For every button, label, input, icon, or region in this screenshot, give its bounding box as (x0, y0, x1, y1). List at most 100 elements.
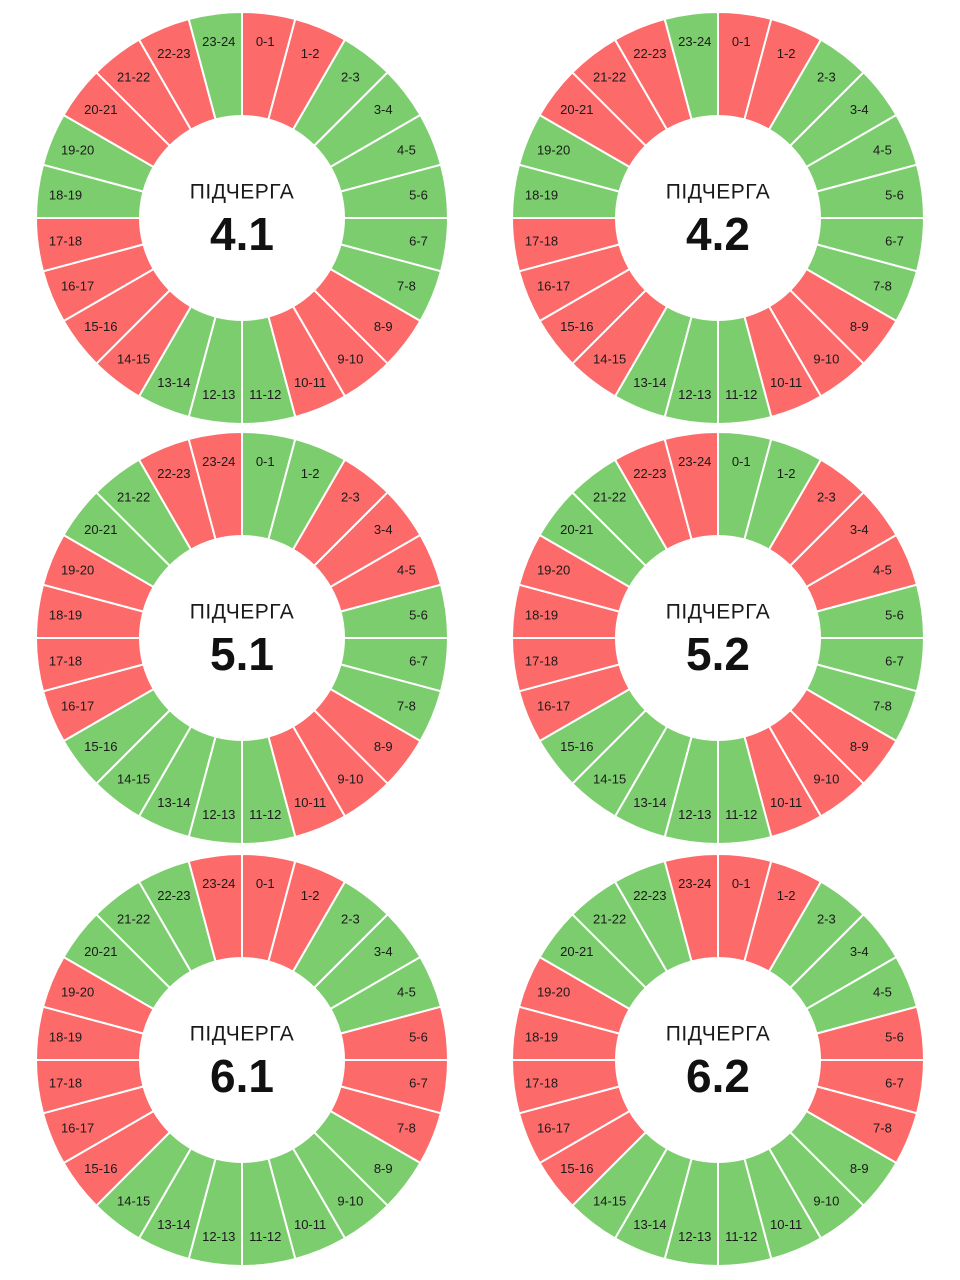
hour-label: 22-23 (633, 888, 666, 903)
hour-segment-23-24-on (663, 10, 719, 121)
wheel-caption: ПІДЧЕРГА (666, 181, 770, 204)
hour-label: 19-20 (537, 562, 570, 577)
hour-label: 14-15 (117, 352, 150, 367)
hour-label: 9-10 (337, 1194, 363, 1209)
hour-label: 20-21 (560, 102, 593, 117)
hour-label: 17-18 (49, 1076, 82, 1091)
hour-label: 18-19 (49, 1029, 82, 1044)
hour-label: 10-11 (770, 795, 802, 810)
hour-label: 12-13 (202, 1229, 235, 1244)
hour-label: 21-22 (593, 489, 626, 504)
hour-label: 23-24 (678, 454, 711, 469)
hour-label: 16-17 (537, 699, 570, 714)
hour-label: 10-11 (770, 375, 802, 390)
hour-label: 16-17 (61, 699, 94, 714)
hour-label: 20-21 (560, 944, 593, 959)
hour-label: 17-18 (49, 234, 82, 249)
hour-label: 9-10 (813, 1194, 839, 1209)
hour-label: 18-19 (525, 187, 558, 202)
hour-label: 7-8 (873, 279, 892, 294)
hour-label: 17-18 (525, 1076, 558, 1091)
hour-label: 21-22 (117, 911, 150, 926)
hour-label: 20-21 (84, 944, 117, 959)
hour-label: 22-23 (157, 466, 190, 481)
hour-label: 1-2 (777, 46, 796, 61)
hour-label: 13-14 (157, 375, 190, 390)
hour-label: 7-8 (397, 279, 416, 294)
hour-label: 12-13 (678, 1229, 711, 1244)
hour-label: 15-16 (84, 1161, 117, 1176)
hour-label: 3-4 (850, 102, 869, 117)
hour-label: 23-24 (202, 876, 235, 891)
wheel-caption: ПІДЧЕРГА (666, 601, 770, 624)
hour-label: 10-11 (294, 1217, 326, 1232)
hour-label: 4-5 (397, 142, 416, 157)
hour-label: 13-14 (157, 795, 190, 810)
hour-label: 20-21 (84, 522, 117, 537)
hour-label: 23-24 (202, 34, 235, 49)
hour-label: 21-22 (593, 911, 626, 926)
hour-label: 8-9 (374, 319, 393, 334)
hour-label: 11-12 (725, 807, 757, 822)
hour-label: 17-18 (525, 654, 558, 669)
hour-label: 2-3 (817, 489, 836, 504)
hour-label: 23-24 (678, 876, 711, 891)
hour-label: 7-8 (873, 1121, 892, 1136)
hour-label: 5-6 (885, 1029, 904, 1044)
hour-label: 14-15 (593, 772, 626, 787)
hour-label: 13-14 (633, 1217, 666, 1232)
hour-label: 15-16 (560, 319, 593, 334)
hour-label: 9-10 (337, 772, 363, 787)
hour-label: 18-19 (49, 607, 82, 622)
hour-label: 18-19 (525, 607, 558, 622)
hour-label: 11-12 (249, 807, 281, 822)
hour-label: 18-19 (525, 1029, 558, 1044)
hour-label: 2-3 (817, 911, 836, 926)
hour-label: 3-4 (850, 944, 869, 959)
hour-label: 13-14 (633, 375, 666, 390)
schedule-wheel-4-2: 0-1 1-2 2-3 3-4 4-5 5-6 6-7 7-8 8-9 9-10 10-11 11-1… (510, 10, 926, 426)
hour-label: 8-9 (374, 1161, 393, 1176)
hour-label: 14-15 (117, 1194, 150, 1209)
hour-label: 12-13 (678, 807, 711, 822)
hour-label: 7-8 (873, 699, 892, 714)
hour-label: 21-22 (117, 489, 150, 504)
hour-segment-23-24-off (663, 430, 719, 541)
hour-label: 1-2 (301, 466, 320, 481)
hour-label: 1-2 (301, 46, 320, 61)
hour-label: 3-4 (374, 944, 393, 959)
hour-label: 4-5 (397, 562, 416, 577)
hour-label: 11-12 (249, 387, 281, 402)
wheel-number: 6.2 (686, 1050, 750, 1102)
hour-label: 2-3 (341, 911, 360, 926)
hour-label: 21-22 (117, 69, 150, 84)
hour-label: 19-20 (61, 984, 94, 999)
hour-label: 17-18 (525, 234, 558, 249)
hour-label: 9-10 (337, 352, 363, 367)
hour-label: 5-6 (409, 187, 428, 202)
hour-label: 4-5 (873, 562, 892, 577)
hour-label: 19-20 (61, 142, 94, 157)
wheel-caption: ПІДЧЕРГА (190, 601, 294, 624)
hour-label: 16-17 (537, 1121, 570, 1136)
wheel-caption: ПІДЧЕРГА (190, 1023, 294, 1046)
hour-label: 0-1 (256, 876, 275, 891)
schedule-wheel-5-2: 0-1 1-2 2-3 3-4 4-5 5-6 6-7 7-8 8-9 9-10 10-11 11-1… (510, 430, 926, 846)
hour-label: 12-13 (202, 807, 235, 822)
hour-label: 16-17 (61, 279, 94, 294)
hour-label: 6-7 (409, 234, 428, 249)
hour-label: 11-12 (725, 1229, 757, 1244)
hour-label: 15-16 (560, 1161, 593, 1176)
hour-label: 23-24 (678, 34, 711, 49)
hour-label: 5-6 (409, 607, 428, 622)
hour-label: 16-17 (537, 279, 570, 294)
hour-label: 6-7 (885, 654, 904, 669)
hour-label: 9-10 (813, 772, 839, 787)
hour-label: 13-14 (157, 1217, 190, 1232)
hour-label: 0-1 (732, 454, 751, 469)
hour-label: 4-5 (397, 984, 416, 999)
hour-label: 2-3 (817, 69, 836, 84)
hour-label: 15-16 (84, 319, 117, 334)
hour-label: 19-20 (537, 984, 570, 999)
hour-label: 8-9 (374, 739, 393, 754)
